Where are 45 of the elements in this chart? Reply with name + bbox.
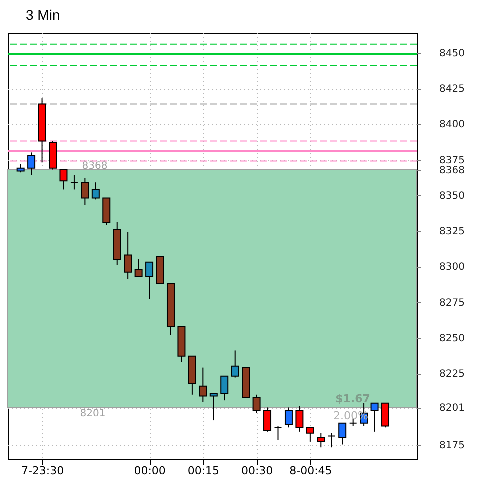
y-tick-label: 8250 xyxy=(440,333,465,344)
x-tick-label: 7-23:30 xyxy=(21,464,64,478)
candlestick xyxy=(252,394,261,414)
x-tick-label: 00:15 xyxy=(188,464,220,478)
candlestick xyxy=(146,262,154,300)
candlestick xyxy=(306,427,314,442)
y-tick-label: 8201 xyxy=(440,403,465,414)
annotation: 8201 xyxy=(80,408,106,420)
candlestick xyxy=(60,169,68,190)
candlestick xyxy=(124,232,132,280)
candlestick xyxy=(199,367,208,403)
y-tick-label: 8450 xyxy=(440,48,465,60)
candlestick xyxy=(231,350,240,378)
y-tick-label: 8325 xyxy=(440,226,465,238)
candlestick xyxy=(370,402,379,432)
candlestick xyxy=(92,182,100,200)
y-tick-label: 8368 xyxy=(440,165,465,176)
y-tick-label: 8175 xyxy=(440,440,465,452)
candlestick xyxy=(284,407,293,428)
candlestick xyxy=(220,376,229,402)
y-tick-label: 8350 xyxy=(440,190,465,202)
y-tick-label: 8425 xyxy=(440,84,465,96)
y-tick-label: 8300 xyxy=(440,262,465,274)
x-tick-label: 00:00 xyxy=(134,464,166,478)
candlestick xyxy=(382,402,390,428)
candlestick xyxy=(317,432,326,448)
x-tick-label: 00:30 xyxy=(241,464,274,478)
candlestick xyxy=(338,422,347,446)
y-tick-label: 8375 xyxy=(440,155,465,166)
candlestick xyxy=(81,178,90,206)
y-tick-label: 8400 xyxy=(440,120,465,131)
y-tick-label: 8275 xyxy=(440,298,465,309)
x-tick-label: 8-00:45 xyxy=(290,464,332,478)
candlestick xyxy=(274,426,282,441)
annotation: $1.67 xyxy=(336,392,370,406)
candlestick xyxy=(264,407,272,432)
chart-title: 3 Min xyxy=(26,7,60,23)
candlestick xyxy=(328,432,336,448)
candlestick xyxy=(70,174,78,190)
y-tick-label: 8225 xyxy=(440,369,465,380)
annotation: 8368 xyxy=(82,160,108,172)
candlestick xyxy=(210,392,218,422)
candlestick xyxy=(28,152,36,176)
candlestick xyxy=(134,259,143,278)
candlestick xyxy=(296,406,304,432)
